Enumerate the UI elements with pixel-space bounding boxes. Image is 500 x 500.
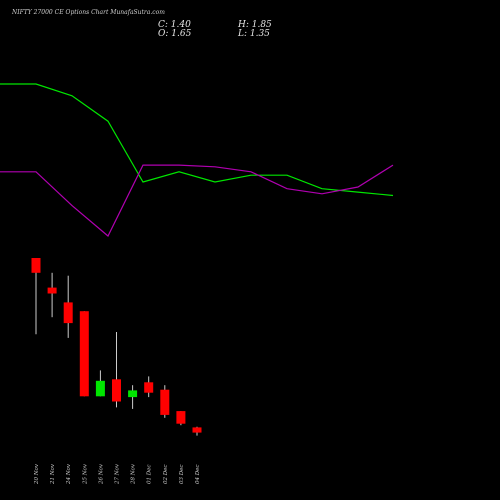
open-readout: O: 1.65 [158,29,192,39]
x-axis-ticks: 20 Nov 21 Nov 24 Nov 25 Nov 26 Nov 27 Nov 28 N… [34,463,201,485]
x-tick-label: 02 Dec [163,465,169,485]
x-tick-label: 21 Nov [50,463,56,485]
x-tick-label: 27 Nov [115,463,121,485]
x-tick-label: 28 Nov [131,463,137,485]
candle-body [31,258,41,273]
candle-body [128,390,138,398]
candle-body [79,311,89,397]
chart-title: NIFTY 27000 CE Options Chart MunafaSutra… [11,9,165,16]
candle-body [112,379,121,402]
candle-body [63,302,73,324]
x-tick-label: 04 Dec [195,465,201,485]
candles [31,258,202,436]
x-tick-label: 03 Dec [179,465,185,485]
high-readout: H: 1.85 [237,20,272,30]
x-tick-label: 25 Nov [82,463,88,485]
low-readout: L: 1.35 [237,29,270,39]
indicator-lines [0,83,394,237]
candle-body [160,389,170,415]
close-readout: C: 1.40 [158,20,191,30]
x-tick-label: 24 Nov [66,463,72,485]
x-tick-label: 20 Nov [34,463,40,485]
candle-body [47,287,57,294]
indicator-line-1 [0,83,394,197]
x-tick-label: 26 Nov [98,463,104,485]
candle-body [192,427,202,433]
candle-body [95,380,105,397]
x-tick-label: 01 Dec [147,465,153,485]
candle-body [176,411,186,424]
candle-body [144,382,154,393]
indicator-line-2 [0,164,394,237]
